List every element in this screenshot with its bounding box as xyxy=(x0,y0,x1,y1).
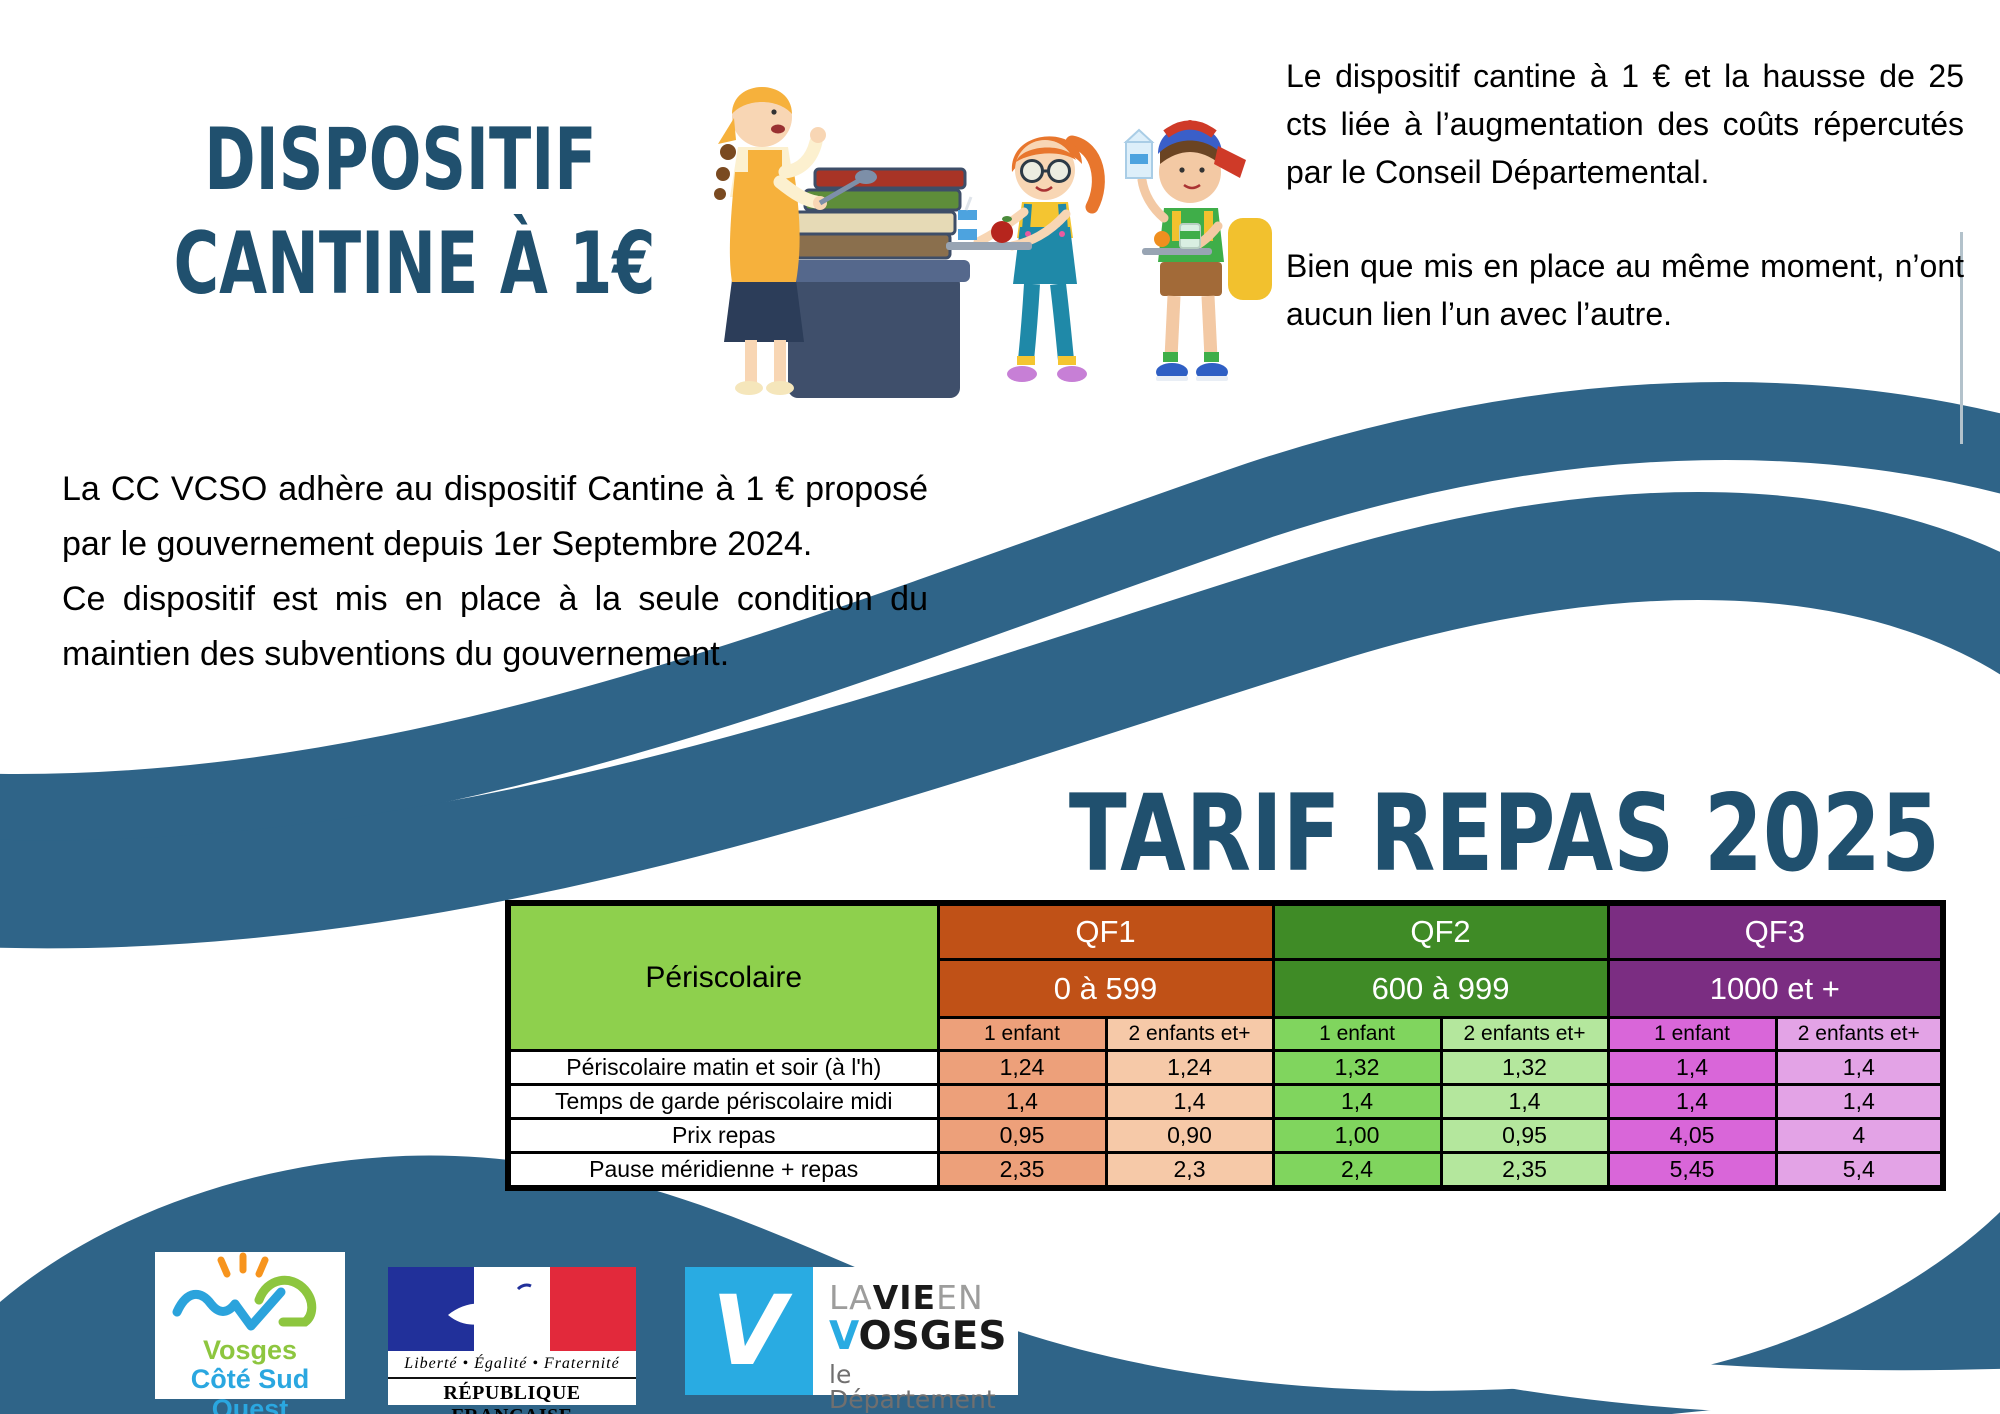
price-cell: 5,4 xyxy=(1774,1151,1945,1190)
qf1-subcol-2enfants: 2 enfants et+ xyxy=(1104,1016,1275,1052)
qf2-range: 600 à 999 xyxy=(1271,958,1610,1019)
qf1-range: 0 à 599 xyxy=(936,958,1275,1019)
table-row: Temps de garde périscolaire midi 1,4 1,4… xyxy=(506,1083,1945,1120)
text-panel-edge xyxy=(1960,232,1963,444)
qf2-header: QF2 xyxy=(1271,901,1610,961)
girl-figure xyxy=(946,135,1105,382)
price-cell: 0,95 xyxy=(936,1117,1108,1154)
page-title: DISPOSITIF CANTINE À 1€ xyxy=(80,108,720,316)
vosges-v-icon: V xyxy=(685,1267,813,1395)
vcso-name: Vosges xyxy=(202,1335,298,1365)
qf3-subcol-1enfant: 1 enfant xyxy=(1606,1016,1778,1052)
paragraph-condition: Ce dispositif est mis en place à la seul… xyxy=(62,580,928,673)
page-title-line1: DISPOSITIF xyxy=(203,110,597,210)
price-cell: 0,95 xyxy=(1439,1117,1610,1154)
wordmark-en: EN xyxy=(936,1278,984,1317)
price-cell: 5,45 xyxy=(1606,1151,1778,1190)
price-cell: 2,3 xyxy=(1104,1151,1275,1190)
wordmark-la: LA xyxy=(829,1278,873,1317)
price-cell: 1,4 xyxy=(936,1083,1108,1120)
paragraph-dispositif-hausse: Le dispositif cantine à 1 € et la hausse… xyxy=(1286,58,1964,190)
bottom-wave-white-swoosh xyxy=(1160,1246,2000,1414)
table-row: Pause méridienne + repas 2,35 2,3 2,4 2,… xyxy=(506,1151,1945,1190)
price-cell: 1,00 xyxy=(1271,1117,1443,1154)
price-cell: 4 xyxy=(1774,1117,1945,1154)
price-cell: 1,24 xyxy=(936,1049,1108,1086)
vcso-mountains-icon xyxy=(172,1252,317,1331)
wordmark-departement: le Département xyxy=(829,1360,996,1414)
price-cell: 1,4 xyxy=(1271,1083,1443,1120)
price-cell: 2,35 xyxy=(1439,1151,1610,1190)
price-cell: 0,90 xyxy=(1104,1117,1275,1154)
logo-la-vie-en-vosges: V LAVIEEN VOSGES le Département xyxy=(685,1267,1018,1412)
qf3-subcol-2enfants: 2 enfants et+ xyxy=(1774,1016,1945,1052)
tarif-repas-title: TARIF REPAS 2025 xyxy=(1068,772,1940,895)
intro-left-text: La CC VCSO adhère au dispositif Cantine … xyxy=(62,462,928,682)
logo-republique-francaise: Liberté • Égalité • Fraternité RÉPUBLIQU… xyxy=(388,1267,636,1414)
wordmark-vie: VIE xyxy=(872,1278,937,1317)
paragraph-aucun-lien: Bien que mis en place au même moment, n’… xyxy=(1286,248,1964,332)
cafeteria-scene-illustration xyxy=(714,87,1272,398)
vcso-subname: Côté Sud Ouest xyxy=(190,1364,310,1414)
qf1-subcol-1enfant: 1 enfant xyxy=(936,1016,1108,1052)
price-cell: 1,4 xyxy=(1439,1083,1610,1120)
wordmark-osges: OSGES xyxy=(858,1314,1007,1359)
price-cell: 2,35 xyxy=(936,1151,1108,1190)
rf-name: RÉPUBLIQUE FRANÇAISE xyxy=(443,1382,581,1414)
page-title-line2: CANTINE À 1€ xyxy=(173,214,656,314)
qf2-subcol-1enfant: 1 enfant xyxy=(1271,1016,1443,1052)
qf3-range: 1000 et + xyxy=(1606,958,1945,1019)
vosges-dept-wordmark: LAVIEEN VOSGES le Département xyxy=(813,1267,1018,1412)
paragraph-adhesion: La CC VCSO adhère au dispositif Cantine … xyxy=(62,470,928,563)
row-label: Prix repas xyxy=(506,1117,940,1154)
price-cell: 1,32 xyxy=(1439,1049,1610,1086)
price-cell: 1,4 xyxy=(1774,1083,1945,1120)
price-cell: 1,4 xyxy=(1606,1049,1778,1086)
price-cell: 1,4 xyxy=(1606,1083,1778,1120)
row-label: Temps de garde périscolaire midi xyxy=(506,1083,940,1120)
qf2-subcol-2enfants: 2 enfants et+ xyxy=(1439,1016,1610,1052)
table-row: Prix repas 0,95 0,90 1,00 0,95 4,05 4 xyxy=(506,1117,1945,1154)
intro-right-text: Le dispositif cantine à 1 € et la hausse… xyxy=(1286,52,1964,338)
row-label: Périscolaire matin et soir (à l'h) xyxy=(506,1049,940,1086)
table-row: Périscolaire matin et soir (à l'h) 1,24 … xyxy=(506,1049,1945,1086)
rf-motto: Liberté • Égalité • Fraternité xyxy=(388,1351,636,1379)
price-cell: 2,4 xyxy=(1271,1151,1443,1190)
row-label: Pause méridienne + repas xyxy=(506,1151,940,1190)
bottom-wave-white-line xyxy=(1671,1396,2000,1414)
table-corner-periscolaire: Périscolaire xyxy=(506,901,940,1052)
price-cell: 4,05 xyxy=(1606,1117,1778,1154)
price-cell: 1,32 xyxy=(1271,1049,1443,1086)
french-flag-marianne-icon xyxy=(388,1267,636,1351)
tarif-table: Périscolaire QF1 QF2 QF3 0 à 599 600 à 9… xyxy=(505,900,1947,1191)
price-cell: 1,4 xyxy=(1104,1083,1275,1120)
price-cell: 1,4 xyxy=(1774,1049,1945,1086)
logo-vosges-cote-sud-ouest: Vosges Côté Sud Ouest xyxy=(155,1252,345,1414)
boy-figure xyxy=(1123,120,1272,381)
price-cell: 1,24 xyxy=(1104,1049,1275,1086)
qf3-header: QF3 xyxy=(1606,901,1945,961)
wordmark-v: V xyxy=(829,1314,859,1359)
qf1-header: QF1 xyxy=(936,901,1275,961)
